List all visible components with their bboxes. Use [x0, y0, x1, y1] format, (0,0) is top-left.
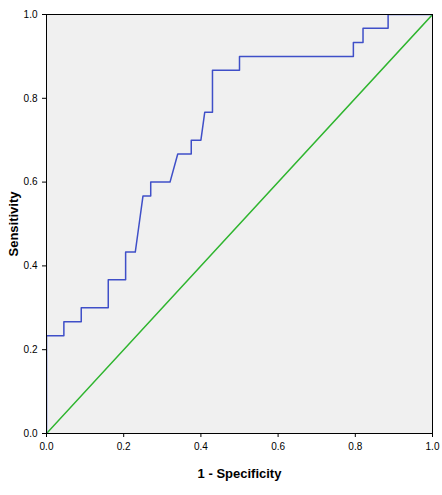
svg-text:0.2: 0.2 — [24, 344, 38, 355]
svg-text:0.8: 0.8 — [348, 441, 362, 452]
svg-text:0.0: 0.0 — [40, 441, 54, 452]
svg-text:Sensitivity: Sensitivity — [6, 191, 21, 257]
svg-text:0.0: 0.0 — [24, 428, 38, 439]
svg-text:0.6: 0.6 — [271, 441, 285, 452]
svg-text:0.4: 0.4 — [24, 260, 38, 271]
svg-text:0.6: 0.6 — [24, 176, 38, 187]
svg-text:0.8: 0.8 — [24, 93, 38, 104]
svg-text:1.0: 1.0 — [24, 9, 38, 20]
svg-text:0.2: 0.2 — [117, 441, 131, 452]
svg-text:1 - Specificity: 1 - Specificity — [198, 466, 283, 481]
svg-text:1.0: 1.0 — [426, 441, 440, 452]
svg-text:0.4: 0.4 — [194, 441, 208, 452]
